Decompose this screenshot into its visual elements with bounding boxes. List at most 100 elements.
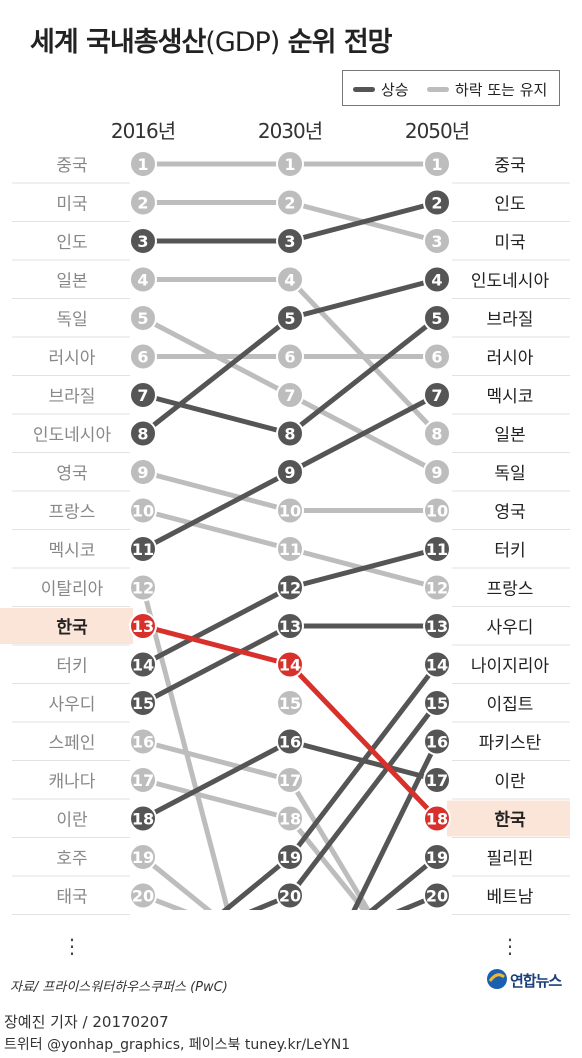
- rank-marker-circle: [423, 381, 451, 409]
- rank-marker: 6: [276, 342, 304, 371]
- left-country-label: 중국: [56, 156, 87, 176]
- series-line-이탈리아: [140, 586, 231, 910]
- rank-marker-circle: [423, 843, 451, 871]
- rank-marker: 14: [423, 650, 451, 679]
- rank-marker-circle: [276, 612, 304, 640]
- rank-marker-number: 20: [279, 887, 301, 906]
- rank-marker: 13: [276, 612, 304, 640]
- rank-marker: 5: [423, 304, 451, 332]
- rank-marker: 1: [129, 150, 157, 178]
- rank-marker-number: 6: [431, 348, 442, 367]
- rank-marker: 15: [129, 689, 157, 717]
- rank-marker: 6: [129, 342, 157, 371]
- rank-marker: 14: [129, 650, 157, 679]
- rank-marker-circle: [129, 727, 157, 756]
- rank-marker-circle: [129, 304, 157, 332]
- series-line-베트남: [395, 893, 438, 910]
- rank-marker-number: 1: [137, 155, 148, 174]
- chart-title-tail: 순위 전망: [279, 27, 393, 58]
- rank-marker: 1: [276, 150, 304, 178]
- rank-marker-number: 8: [284, 425, 295, 444]
- rank-marker-number: 20: [132, 887, 154, 906]
- rank-marker: 20: [129, 881, 157, 910]
- series-line-호주: [141, 855, 213, 910]
- right-country-label: 필리핀: [487, 849, 534, 869]
- rank-marker: 17: [276, 766, 304, 794]
- rank-marker-number: 9: [431, 463, 442, 482]
- right-country-label: 한국: [494, 811, 526, 831]
- rank-marker-circle: [423, 419, 451, 448]
- rank-marker-number: 8: [431, 425, 442, 444]
- rank-marker-number: 11: [279, 540, 301, 559]
- source-note: 자료/ 프라이스워터하우스쿠퍼스 (PwC): [10, 980, 228, 995]
- rank-marker-circle: [276, 342, 304, 371]
- rank-marker-circle: [129, 381, 157, 409]
- year-label: 2016년: [111, 119, 175, 143]
- rank-marker-circle: [423, 881, 451, 910]
- rank-marker: 3: [423, 227, 451, 255]
- rank-marker-number: 18: [279, 810, 301, 829]
- chart-title-main: 세계 국내총생산: [30, 27, 206, 58]
- rank-marker-number: 18: [426, 810, 448, 829]
- rank-marker: 9: [423, 458, 451, 486]
- rank-marker-circle: [129, 458, 157, 486]
- left-country-label: 영국: [56, 464, 87, 484]
- rank-marker-number: 5: [284, 309, 295, 328]
- rank-marker-number: 7: [431, 386, 442, 405]
- credit-author-date: 장예진 기자 / 20170207: [4, 1013, 169, 1031]
- rank-marker-number: 13: [132, 617, 154, 636]
- rank-marker: 2: [423, 188, 451, 217]
- rank-marker-number: 6: [284, 348, 295, 367]
- rank-marker-number: 9: [284, 463, 295, 482]
- rank-marker-circle: [276, 650, 304, 679]
- rank-marker-number: 20: [426, 887, 448, 906]
- right-country-label: 터키: [494, 541, 525, 561]
- rank-marker-circle: [276, 150, 304, 178]
- rank-marker-circle: [129, 689, 157, 717]
- right-country-label: 영국: [494, 503, 525, 523]
- rank-marker-number: 3: [137, 232, 148, 251]
- right-country-label: 일본: [494, 426, 525, 446]
- right-country-label: 멕시코: [487, 387, 534, 407]
- rank-marker: 16: [423, 727, 451, 756]
- rank-marker: 5: [129, 304, 157, 332]
- rank-marker: 11: [276, 535, 304, 563]
- rank-marker-circle: [423, 573, 451, 602]
- rank-marker-number: 17: [279, 771, 301, 790]
- rank-marker-circle: [423, 227, 451, 255]
- rank-marker-circle: [276, 265, 304, 294]
- rank-marker-circle: [276, 881, 304, 910]
- highlight-bg-right: [447, 800, 570, 837]
- rank-marker-circle: [423, 727, 451, 756]
- rank-marker-number: 12: [279, 579, 301, 598]
- rank-marker: 16: [129, 727, 157, 756]
- series-line-터키: [141, 546, 438, 667]
- rank-marker-number: 1: [284, 155, 295, 174]
- rank-marker: 10: [423, 496, 451, 525]
- rank-marker-number: 10: [132, 502, 154, 521]
- right-ellipsis: ⋮: [500, 934, 520, 958]
- rank-marker: 8: [423, 419, 451, 448]
- rank-marker: 12: [276, 573, 304, 602]
- rank-marker-circle: [129, 188, 157, 217]
- legend-fall-swatch: [427, 87, 449, 92]
- rank-marker-number: 15: [132, 694, 154, 713]
- rank-marker: 16: [276, 727, 304, 756]
- series-line-파키스탄: [351, 740, 440, 910]
- legend-fall-label: 하락 또는 유지: [455, 81, 548, 99]
- rank-marker-number: 5: [431, 309, 442, 328]
- rank-marker-number: 4: [284, 271, 295, 290]
- rank-marker-circle: [423, 150, 451, 178]
- rank-marker: 6: [423, 342, 451, 371]
- rank-marker-number: 11: [426, 540, 448, 559]
- rank-marker-circle: [129, 419, 157, 448]
- right-country-label: 러시아: [487, 349, 534, 369]
- rank-marker: 7: [129, 381, 157, 409]
- rank-marker-circle: [276, 573, 304, 602]
- rank-marker-circle: [276, 188, 304, 217]
- rank-marker-number: 12: [132, 579, 154, 598]
- rank-marker: 12: [423, 573, 451, 602]
- chart-title: 세계 국내총생산(GDP) 순위 전망: [30, 20, 393, 59]
- rank-marker-circle: [423, 766, 451, 794]
- rank-marker-circle: [423, 689, 451, 717]
